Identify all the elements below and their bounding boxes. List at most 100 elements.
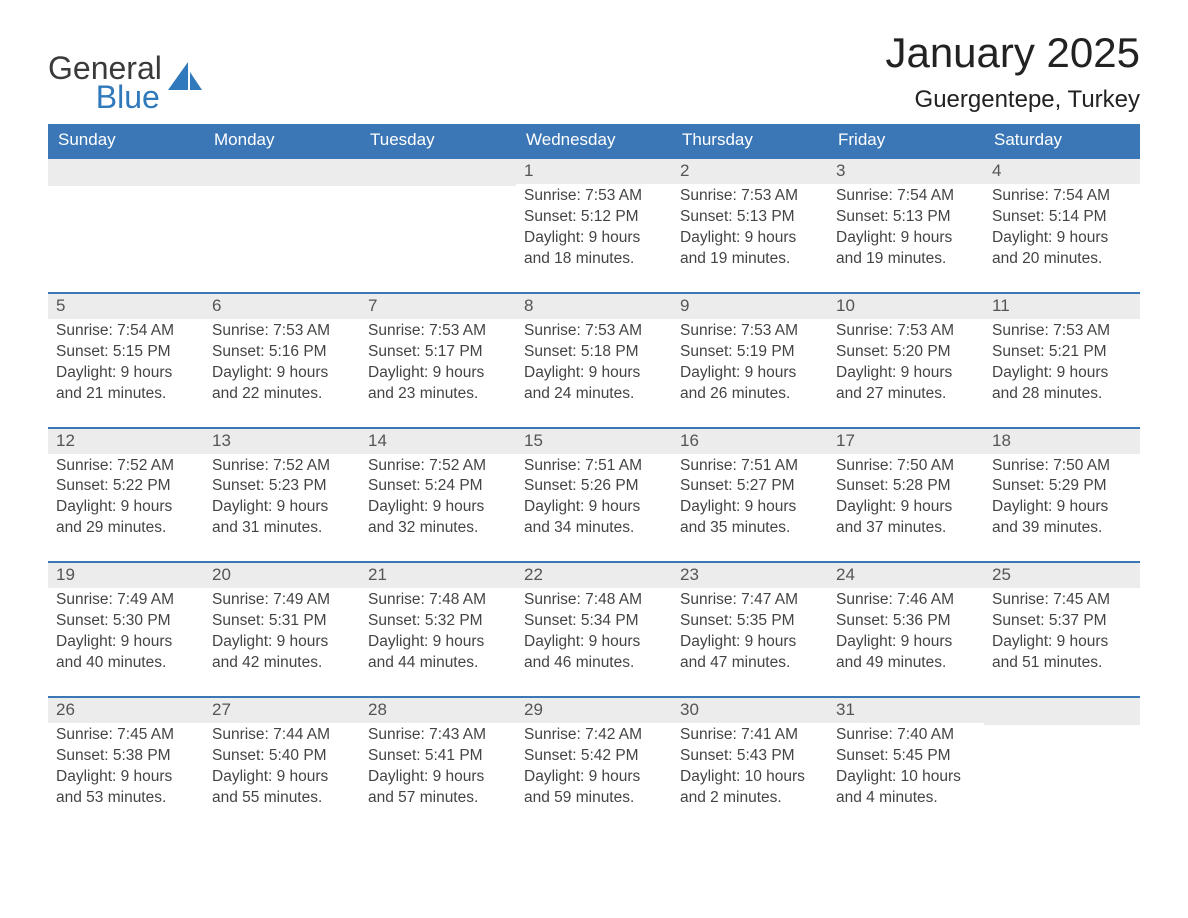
calendar-day-cell: 2Sunrise: 7:53 AMSunset: 5:13 PMDaylight…	[672, 157, 828, 292]
day-details	[48, 186, 204, 188]
page-title: January 2025	[885, 30, 1140, 76]
day-number: 13	[204, 427, 360, 454]
day-number: 24	[828, 561, 984, 588]
day-details: Sunrise: 7:49 AMSunset: 5:30 PMDaylight:…	[48, 588, 204, 674]
day-number: 2	[672, 157, 828, 184]
day-number: 29	[516, 696, 672, 723]
calendar-body: 1Sunrise: 7:53 AMSunset: 5:12 PMDaylight…	[48, 157, 1140, 830]
calendar-day-cell: 18Sunrise: 7:50 AMSunset: 5:29 PMDayligh…	[984, 427, 1140, 562]
day-number: 4	[984, 157, 1140, 184]
day-number: 19	[48, 561, 204, 588]
calendar-day-cell: 9Sunrise: 7:53 AMSunset: 5:19 PMDaylight…	[672, 292, 828, 427]
calendar-week-row: 5Sunrise: 7:54 AMSunset: 5:15 PMDaylight…	[48, 292, 1140, 427]
calendar-day-cell: 31Sunrise: 7:40 AMSunset: 5:45 PMDayligh…	[828, 696, 984, 831]
day-number: 21	[360, 561, 516, 588]
day-details: Sunrise: 7:42 AMSunset: 5:42 PMDaylight:…	[516, 723, 672, 809]
day-number: 3	[828, 157, 984, 184]
day-number: 14	[360, 427, 516, 454]
day-details: Sunrise: 7:51 AMSunset: 5:27 PMDaylight:…	[672, 454, 828, 540]
day-details: Sunrise: 7:52 AMSunset: 5:23 PMDaylight:…	[204, 454, 360, 540]
calendar-day-cell: 16Sunrise: 7:51 AMSunset: 5:27 PMDayligh…	[672, 427, 828, 562]
calendar-day-cell: 12Sunrise: 7:52 AMSunset: 5:22 PMDayligh…	[48, 427, 204, 562]
calendar-week-row: 12Sunrise: 7:52 AMSunset: 5:22 PMDayligh…	[48, 427, 1140, 562]
calendar-day-cell: 30Sunrise: 7:41 AMSunset: 5:43 PMDayligh…	[672, 696, 828, 831]
calendar-day-cell: 17Sunrise: 7:50 AMSunset: 5:28 PMDayligh…	[828, 427, 984, 562]
calendar-page: General Blue January 2025 Guergentepe, T…	[0, 0, 1188, 918]
weekday-header: Thursday	[672, 124, 828, 157]
day-details: Sunrise: 7:53 AMSunset: 5:12 PMDaylight:…	[516, 184, 672, 270]
logo-word2: Blue	[48, 83, 160, 112]
calendar-week-row: 19Sunrise: 7:49 AMSunset: 5:30 PMDayligh…	[48, 561, 1140, 696]
day-details: Sunrise: 7:52 AMSunset: 5:24 PMDaylight:…	[360, 454, 516, 540]
day-details: Sunrise: 7:53 AMSunset: 5:16 PMDaylight:…	[204, 319, 360, 405]
day-details	[204, 186, 360, 188]
calendar-day-cell	[48, 157, 204, 210]
calendar-day-cell: 22Sunrise: 7:48 AMSunset: 5:34 PMDayligh…	[516, 561, 672, 696]
calendar-table: Sunday Monday Tuesday Wednesday Thursday…	[48, 124, 1140, 830]
calendar-week-row: 1Sunrise: 7:53 AMSunset: 5:12 PMDaylight…	[48, 157, 1140, 292]
day-details: Sunrise: 7:53 AMSunset: 5:17 PMDaylight:…	[360, 319, 516, 405]
day-details: Sunrise: 7:53 AMSunset: 5:13 PMDaylight:…	[672, 184, 828, 270]
calendar-day-cell: 14Sunrise: 7:52 AMSunset: 5:24 PMDayligh…	[360, 427, 516, 562]
calendar-day-cell: 10Sunrise: 7:53 AMSunset: 5:20 PMDayligh…	[828, 292, 984, 427]
day-number: 12	[48, 427, 204, 454]
day-details	[984, 725, 1140, 727]
day-details: Sunrise: 7:46 AMSunset: 5:36 PMDaylight:…	[828, 588, 984, 674]
day-number: 25	[984, 561, 1140, 588]
header: General Blue January 2025 Guergentepe, T…	[48, 30, 1140, 114]
day-details: Sunrise: 7:53 AMSunset: 5:21 PMDaylight:…	[984, 319, 1140, 405]
day-number: 9	[672, 292, 828, 319]
day-details	[360, 186, 516, 188]
calendar-day-cell: 29Sunrise: 7:42 AMSunset: 5:42 PMDayligh…	[516, 696, 672, 831]
calendar-day-cell: 5Sunrise: 7:54 AMSunset: 5:15 PMDaylight…	[48, 292, 204, 427]
calendar-day-cell: 1Sunrise: 7:53 AMSunset: 5:12 PMDaylight…	[516, 157, 672, 292]
day-number: 31	[828, 696, 984, 723]
sail-icon	[168, 62, 202, 90]
day-details: Sunrise: 7:53 AMSunset: 5:18 PMDaylight:…	[516, 319, 672, 405]
day-details: Sunrise: 7:45 AMSunset: 5:38 PMDaylight:…	[48, 723, 204, 809]
day-details: Sunrise: 7:47 AMSunset: 5:35 PMDaylight:…	[672, 588, 828, 674]
calendar-day-cell	[204, 157, 360, 210]
calendar-day-cell: 21Sunrise: 7:48 AMSunset: 5:32 PMDayligh…	[360, 561, 516, 696]
day-number	[984, 696, 1140, 725]
day-number: 17	[828, 427, 984, 454]
day-number	[48, 157, 204, 186]
day-number: 6	[204, 292, 360, 319]
calendar-day-cell: 6Sunrise: 7:53 AMSunset: 5:16 PMDaylight…	[204, 292, 360, 427]
calendar-day-cell: 13Sunrise: 7:52 AMSunset: 5:23 PMDayligh…	[204, 427, 360, 562]
day-number: 7	[360, 292, 516, 319]
weekday-header: Friday	[828, 124, 984, 157]
weekday-header: Tuesday	[360, 124, 516, 157]
weekday-header: Wednesday	[516, 124, 672, 157]
day-number: 16	[672, 427, 828, 454]
day-number: 10	[828, 292, 984, 319]
calendar-day-cell: 3Sunrise: 7:54 AMSunset: 5:13 PMDaylight…	[828, 157, 984, 292]
day-number: 8	[516, 292, 672, 319]
day-number: 28	[360, 696, 516, 723]
day-number: 20	[204, 561, 360, 588]
calendar-day-cell: 28Sunrise: 7:43 AMSunset: 5:41 PMDayligh…	[360, 696, 516, 831]
calendar-day-cell: 27Sunrise: 7:44 AMSunset: 5:40 PMDayligh…	[204, 696, 360, 831]
day-details: Sunrise: 7:54 AMSunset: 5:15 PMDaylight:…	[48, 319, 204, 405]
day-number: 18	[984, 427, 1140, 454]
calendar-day-cell	[360, 157, 516, 210]
day-details: Sunrise: 7:49 AMSunset: 5:31 PMDaylight:…	[204, 588, 360, 674]
weekday-header: Saturday	[984, 124, 1140, 157]
weekday-header: Monday	[204, 124, 360, 157]
day-details: Sunrise: 7:50 AMSunset: 5:29 PMDaylight:…	[984, 454, 1140, 540]
location: Guergentepe, Turkey	[885, 86, 1140, 114]
day-number: 15	[516, 427, 672, 454]
day-details: Sunrise: 7:53 AMSunset: 5:19 PMDaylight:…	[672, 319, 828, 405]
calendar-day-cell: 7Sunrise: 7:53 AMSunset: 5:17 PMDaylight…	[360, 292, 516, 427]
day-number	[204, 157, 360, 186]
weekday-header-row: Sunday Monday Tuesday Wednesday Thursday…	[48, 124, 1140, 157]
day-details: Sunrise: 7:48 AMSunset: 5:34 PMDaylight:…	[516, 588, 672, 674]
calendar-week-row: 26Sunrise: 7:45 AMSunset: 5:38 PMDayligh…	[48, 696, 1140, 831]
day-number: 30	[672, 696, 828, 723]
calendar-day-cell: 26Sunrise: 7:45 AMSunset: 5:38 PMDayligh…	[48, 696, 204, 831]
calendar-day-cell: 25Sunrise: 7:45 AMSunset: 5:37 PMDayligh…	[984, 561, 1140, 696]
day-details: Sunrise: 7:41 AMSunset: 5:43 PMDaylight:…	[672, 723, 828, 809]
calendar-day-cell: 15Sunrise: 7:51 AMSunset: 5:26 PMDayligh…	[516, 427, 672, 562]
day-number: 27	[204, 696, 360, 723]
day-details: Sunrise: 7:54 AMSunset: 5:14 PMDaylight:…	[984, 184, 1140, 270]
